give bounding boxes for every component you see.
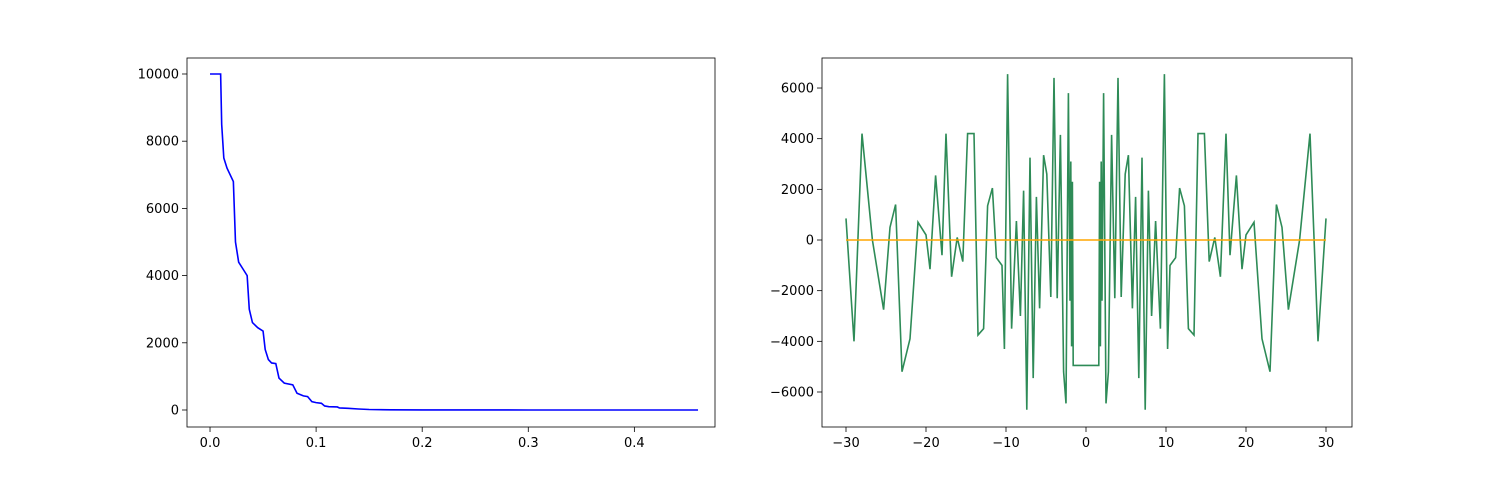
x-tick-label: 0.2 bbox=[412, 436, 433, 451]
axes-frame bbox=[186, 57, 716, 428]
x-tick-label: 20 bbox=[1238, 436, 1255, 451]
y-tick-label: 2000 bbox=[146, 336, 179, 351]
y-tick-label: 8000 bbox=[146, 135, 179, 150]
y-tick-label: 0 bbox=[806, 234, 814, 249]
y-tick-label: 4000 bbox=[781, 132, 814, 147]
y-tick-label: −4000 bbox=[770, 335, 814, 350]
y-tick-label: −2000 bbox=[770, 284, 814, 299]
y-tick-label: 10000 bbox=[138, 67, 179, 82]
line bbox=[210, 73, 699, 411]
x-tick-label: 0.3 bbox=[518, 436, 539, 451]
x-tick-label: 0.4 bbox=[624, 436, 645, 451]
line bbox=[845, 74, 1327, 410]
x-tick-label: 0 bbox=[1082, 436, 1090, 451]
y-tick-label: 6000 bbox=[781, 82, 814, 97]
x-tick-label: −30 bbox=[832, 436, 859, 451]
x-tick-label: 0.1 bbox=[306, 436, 327, 451]
x-tick-label: 30 bbox=[1318, 436, 1335, 451]
y-tick-label: 0 bbox=[171, 403, 179, 418]
y-tick-label: −6000 bbox=[770, 385, 814, 400]
y-tick-label: 2000 bbox=[781, 183, 814, 198]
x-tick-label: −10 bbox=[992, 436, 1019, 451]
y-tick-label: 6000 bbox=[146, 202, 179, 217]
x-tick-label: −20 bbox=[912, 436, 939, 451]
x-tick-label: 0.0 bbox=[200, 436, 221, 451]
y-tick-label: 4000 bbox=[146, 269, 179, 284]
axes-frame bbox=[821, 57, 1353, 428]
x-tick-label: 10 bbox=[1158, 436, 1175, 451]
